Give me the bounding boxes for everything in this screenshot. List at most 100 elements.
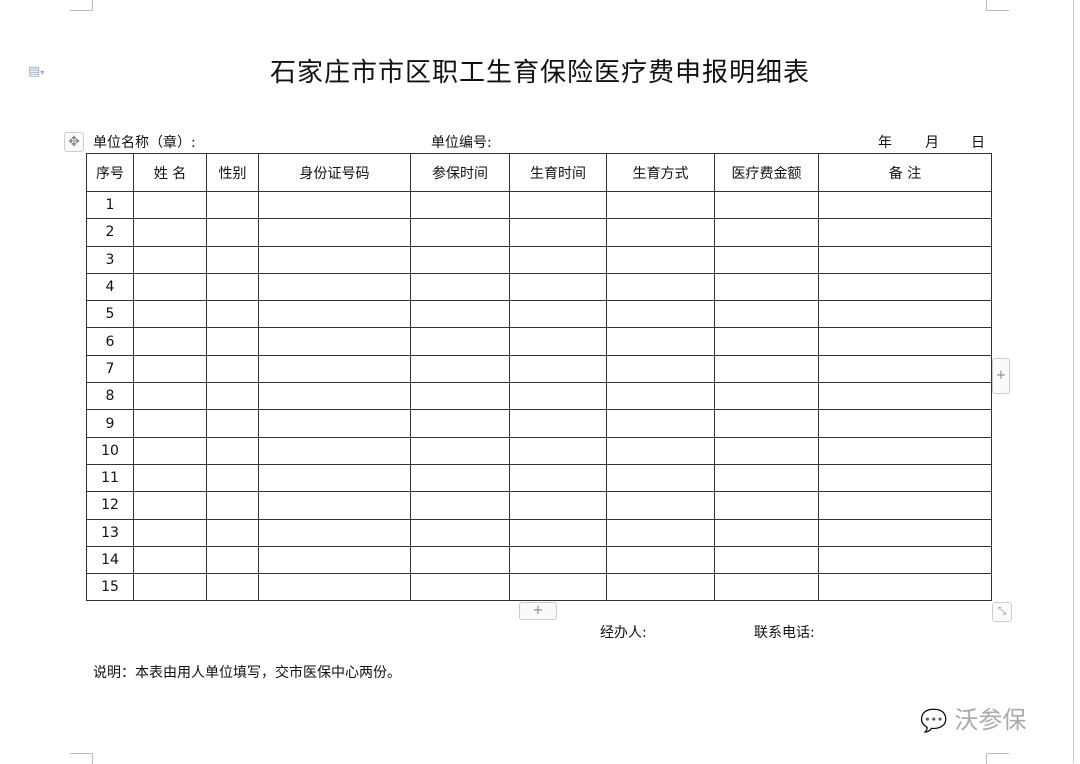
table-cell[interactable] bbox=[714, 436, 819, 465]
table-cell[interactable] bbox=[133, 518, 207, 547]
table-cell[interactable] bbox=[818, 245, 992, 274]
table-cell[interactable] bbox=[133, 300, 207, 329]
table-cell[interactable] bbox=[818, 409, 992, 438]
table-cell[interactable] bbox=[509, 245, 607, 274]
table-cell[interactable] bbox=[133, 354, 207, 384]
table-cell[interactable] bbox=[133, 245, 207, 274]
table-cell[interactable] bbox=[606, 573, 715, 602]
table-cell[interactable] bbox=[818, 218, 992, 247]
table-cell[interactable] bbox=[714, 245, 819, 274]
table-cell[interactable] bbox=[133, 190, 207, 220]
table-cell[interactable] bbox=[206, 409, 259, 438]
table-cell[interactable] bbox=[133, 463, 207, 493]
table-cell[interactable] bbox=[133, 436, 207, 465]
table-cell[interactable] bbox=[509, 436, 607, 465]
table-cell[interactable] bbox=[818, 190, 992, 220]
table-cell[interactable] bbox=[509, 545, 607, 575]
table-cell[interactable] bbox=[509, 218, 607, 247]
table-cell[interactable] bbox=[258, 272, 411, 302]
table-cell[interactable] bbox=[410, 409, 510, 438]
table-cell[interactable] bbox=[509, 382, 607, 411]
table-cell[interactable] bbox=[509, 354, 607, 384]
table-cell[interactable] bbox=[258, 245, 411, 274]
table-cell[interactable] bbox=[606, 190, 715, 220]
table-cell[interactable] bbox=[258, 545, 411, 575]
table-cell[interactable] bbox=[818, 518, 992, 547]
table-cell[interactable] bbox=[133, 545, 207, 575]
table-cell[interactable] bbox=[509, 409, 607, 438]
table-cell[interactable] bbox=[410, 272, 510, 302]
table-cell[interactable] bbox=[410, 218, 510, 247]
table-cell[interactable] bbox=[258, 573, 411, 602]
add-row-button[interactable]: + bbox=[519, 602, 557, 620]
table-cell[interactable] bbox=[206, 382, 259, 411]
table-cell[interactable] bbox=[606, 300, 715, 329]
table-cell[interactable] bbox=[206, 463, 259, 493]
table-cell[interactable] bbox=[258, 491, 411, 520]
table-cell[interactable] bbox=[206, 354, 259, 384]
table-cell[interactable] bbox=[258, 190, 411, 220]
table-cell[interactable] bbox=[606, 272, 715, 302]
table-cell[interactable] bbox=[206, 218, 259, 247]
table-cell[interactable] bbox=[410, 382, 510, 411]
table-cell[interactable] bbox=[606, 354, 715, 384]
table-cell[interactable] bbox=[133, 272, 207, 302]
table-cell[interactable] bbox=[258, 382, 411, 411]
table-cell[interactable] bbox=[206, 300, 259, 329]
table-cell[interactable] bbox=[410, 436, 510, 465]
table-cell[interactable] bbox=[509, 491, 607, 520]
table-cell[interactable] bbox=[410, 518, 510, 547]
table-cell[interactable] bbox=[714, 327, 819, 356]
table-cell[interactable] bbox=[258, 300, 411, 329]
table-cell[interactable] bbox=[714, 518, 819, 547]
table-move-icon[interactable]: ✥ bbox=[64, 132, 84, 152]
table-cell[interactable] bbox=[206, 545, 259, 575]
table-cell[interactable] bbox=[818, 463, 992, 493]
table-cell[interactable] bbox=[818, 382, 992, 411]
table-cell[interactable] bbox=[133, 382, 207, 411]
table-cell[interactable] bbox=[714, 573, 819, 602]
table-cell[interactable] bbox=[133, 409, 207, 438]
table-cell[interactable] bbox=[714, 272, 819, 302]
table-cell[interactable] bbox=[606, 382, 715, 411]
table-cell[interactable] bbox=[410, 300, 510, 329]
table-cell[interactable] bbox=[410, 463, 510, 493]
table-cell[interactable] bbox=[714, 409, 819, 438]
table-cell[interactable] bbox=[606, 218, 715, 247]
table-resize-icon[interactable]: ⤡ bbox=[992, 602, 1012, 622]
table-cell[interactable] bbox=[714, 491, 819, 520]
table-cell[interactable] bbox=[258, 327, 411, 356]
table-cell[interactable] bbox=[606, 436, 715, 465]
table-cell[interactable] bbox=[509, 300, 607, 329]
table-cell[interactable] bbox=[714, 382, 819, 411]
table-cell[interactable] bbox=[606, 545, 715, 575]
table-cell[interactable] bbox=[606, 518, 715, 547]
table-cell[interactable] bbox=[606, 491, 715, 520]
table-cell[interactable] bbox=[206, 327, 259, 356]
table-cell[interactable] bbox=[714, 218, 819, 247]
table-cell[interactable] bbox=[206, 190, 259, 220]
table-cell[interactable] bbox=[714, 190, 819, 220]
table-cell[interactable] bbox=[818, 300, 992, 329]
table-cell[interactable] bbox=[410, 354, 510, 384]
table-cell[interactable] bbox=[410, 245, 510, 274]
table-cell[interactable] bbox=[714, 545, 819, 575]
table-cell[interactable] bbox=[133, 218, 207, 247]
table-cell[interactable] bbox=[509, 573, 607, 602]
table-cell[interactable] bbox=[714, 354, 819, 384]
table-cell[interactable] bbox=[410, 327, 510, 356]
table-cell[interactable] bbox=[818, 327, 992, 356]
table-cell[interactable] bbox=[258, 354, 411, 384]
table-cell[interactable] bbox=[258, 518, 411, 547]
table-cell[interactable] bbox=[206, 436, 259, 465]
table-cell[interactable] bbox=[258, 218, 411, 247]
table-cell[interactable] bbox=[509, 327, 607, 356]
table-cell[interactable] bbox=[509, 272, 607, 302]
table-cell[interactable] bbox=[206, 272, 259, 302]
table-cell[interactable] bbox=[818, 545, 992, 575]
table-cell[interactable] bbox=[206, 518, 259, 547]
table-cell[interactable] bbox=[410, 190, 510, 220]
table-cell[interactable] bbox=[818, 573, 992, 602]
add-column-button[interactable]: + bbox=[992, 358, 1010, 394]
table-cell[interactable] bbox=[133, 491, 207, 520]
